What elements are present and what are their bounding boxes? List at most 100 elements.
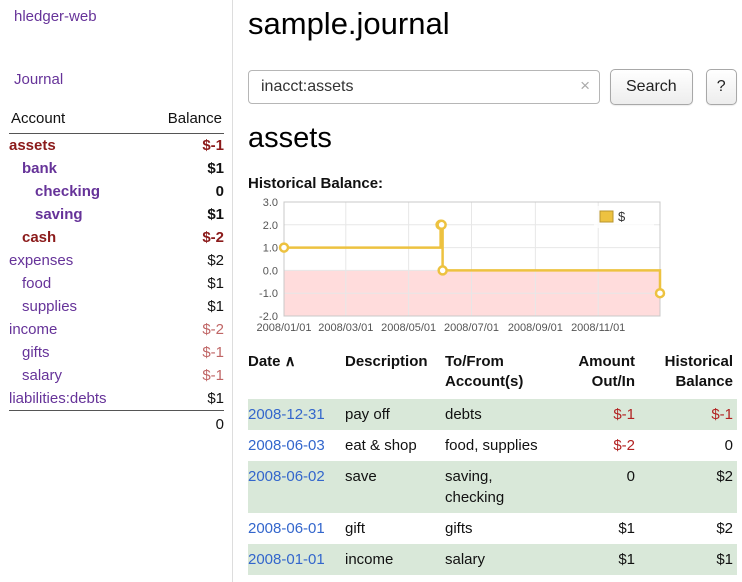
- account-row: assets $-1: [9, 134, 224, 158]
- page-title: sample.journal: [248, 6, 450, 41]
- account-row: salary $-1: [9, 364, 224, 387]
- x-tick-label: 2008/05/01: [381, 322, 436, 334]
- transaction-accounts: salary: [445, 551, 486, 568]
- chart-point: [437, 265, 448, 276]
- account-balance: $-2: [202, 229, 224, 246]
- register-table: Date ∧ Description To/From Account(s) Amount…: [248, 350, 737, 575]
- account-balance: $1: [207, 275, 224, 292]
- account-balance: $-1: [202, 367, 224, 384]
- x-tick-label: 2008/09/01: [508, 322, 563, 334]
- y-tick-label: -1.0: [259, 288, 278, 300]
- transaction-amount: $-1: [613, 406, 635, 423]
- transaction-date-link[interactable]: 2008-06-03: [248, 437, 325, 454]
- chart-point: [436, 219, 447, 231]
- search-button[interactable]: Search: [610, 69, 693, 105]
- account-link[interactable]: assets: [9, 137, 56, 154]
- register-row: 2008-01-01 income salary $1 $1: [248, 544, 737, 575]
- chart-point: [278, 242, 290, 253]
- account-row: liabilities:debts $1: [9, 387, 224, 411]
- account-balance: $2: [207, 252, 224, 269]
- account-row: supplies $1: [9, 295, 224, 318]
- account-balance: 0: [215, 183, 224, 200]
- transaction-balance: $2: [716, 468, 733, 485]
- transaction-amount: $-2: [613, 437, 635, 454]
- account-row: saving $1: [9, 203, 224, 226]
- transaction-balance: $1: [716, 551, 733, 568]
- account-link[interactable]: supplies: [22, 298, 78, 315]
- help-button[interactable]: ?: [705, 69, 737, 105]
- account-row: food $1: [9, 272, 224, 295]
- transaction-amount: 0: [626, 468, 635, 485]
- account-link[interactable]: food: [22, 275, 52, 292]
- account-row: income $-2: [9, 318, 224, 341]
- y-tick-label: 0.0: [263, 265, 278, 277]
- account-link[interactable]: liabilities:debts: [9, 390, 107, 407]
- account-row: expenses $2: [9, 249, 224, 272]
- y-tick-label: 1.0: [263, 243, 278, 255]
- search-bar: × Search ?: [248, 69, 742, 105]
- account-row: checking 0: [9, 180, 224, 203]
- register-header-accounts: To/From Account(s): [445, 353, 524, 390]
- y-tick-label: 3.0: [263, 197, 278, 209]
- transaction-date-link[interactable]: 2008-06-01: [248, 520, 325, 537]
- account-link[interactable]: gifts: [22, 344, 50, 361]
- account-balance: $-1: [202, 137, 224, 154]
- legend-swatch: [599, 210, 614, 223]
- transaction-balance: $-1: [711, 406, 733, 423]
- account-balance: $-1: [202, 344, 224, 361]
- transaction-date-link[interactable]: 2008-01-01: [248, 551, 325, 568]
- x-tick-label: 2008/03/01: [318, 322, 373, 334]
- account-link[interactable]: bank: [22, 160, 58, 177]
- accounts-total-spacer: [9, 410, 144, 436]
- register-row: 2008-12-31 pay off debts $-1 $-1: [248, 399, 737, 430]
- x-tick-label: 2008/07/01: [444, 322, 499, 334]
- transaction-amount: $1: [618, 551, 635, 568]
- accounts-total-value: 0: [143, 410, 224, 436]
- register-header-date[interactable]: Date ∧: [248, 353, 296, 370]
- register-row: 2008-06-01 gift gifts $1 $2: [248, 513, 737, 544]
- transaction-accounts: debts: [445, 406, 482, 423]
- accounts-header-balance: Balance: [143, 108, 224, 134]
- transaction-accounts: gifts: [445, 520, 473, 537]
- transaction-description: income: [345, 551, 394, 568]
- register-row: 2008-06-02 save saving, checking 0 $2: [248, 461, 737, 513]
- transaction-date-link[interactable]: 2008-12-31: [248, 406, 325, 423]
- x-tick-label: 2008/11/01: [571, 322, 625, 334]
- y-tick-label: 2.0: [263, 220, 278, 232]
- account-link[interactable]: income: [9, 321, 58, 338]
- transaction-date-link[interactable]: 2008-06-02: [248, 468, 325, 485]
- nav-journal-link[interactable]: Journal: [14, 71, 64, 88]
- account-balance: $1: [207, 390, 224, 407]
- account-balance: $1: [207, 206, 224, 223]
- transaction-description: save: [345, 468, 377, 485]
- transaction-balance: 0: [724, 437, 733, 454]
- account-row: bank $1: [9, 157, 224, 180]
- register-header-amount: Amount Out/In: [578, 353, 635, 390]
- search-input[interactable]: [248, 70, 600, 104]
- account-link[interactable]: expenses: [9, 252, 74, 269]
- x-tick-label: 2008/01/01: [256, 322, 311, 334]
- account-balance: $1: [207, 298, 224, 315]
- register-header-balance: Historical Balance: [664, 353, 733, 390]
- transaction-description: pay off: [345, 406, 390, 423]
- account-link[interactable]: checking: [35, 183, 101, 200]
- sort-asc-icon: ∧: [280, 353, 296, 370]
- chart-plot-border: [283, 201, 661, 317]
- accounts-table: Account Balance assets $-1 bank $1 checking 0…: [9, 108, 224, 436]
- account-link[interactable]: saving: [35, 206, 83, 223]
- account-balance: $1: [207, 160, 224, 177]
- transaction-amount: $1: [618, 520, 635, 537]
- register-header-description: Description: [345, 353, 428, 370]
- account-link[interactable]: cash: [22, 229, 57, 246]
- register-row: 2008-06-03 eat & shop food, supplies $-2 0: [248, 430, 737, 461]
- account-row: gifts $-1: [9, 341, 224, 364]
- brand-link[interactable]: hledger-web: [14, 8, 97, 25]
- legend-label: $: [618, 209, 626, 224]
- clear-search-icon[interactable]: ×: [580, 76, 590, 95]
- main-content: sample.journal × Search ? assets Histori…: [234, 0, 742, 575]
- transaction-accounts: food, supplies: [445, 437, 538, 454]
- transaction-balance: $2: [716, 520, 733, 537]
- account-link[interactable]: salary: [22, 367, 63, 384]
- accounts-total-row: 0: [9, 410, 224, 436]
- account-balance: $-2: [202, 321, 224, 338]
